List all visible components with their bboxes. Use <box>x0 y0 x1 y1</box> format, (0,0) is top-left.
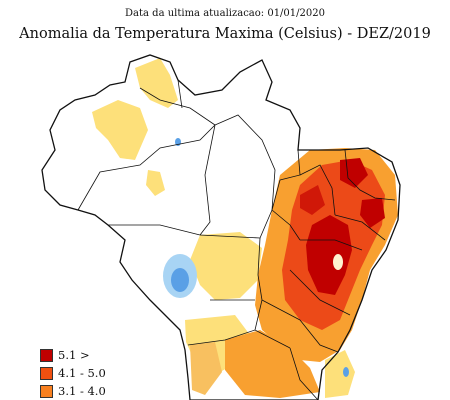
legend-swatch <box>40 366 53 380</box>
anomaly-zone-blue-se <box>343 367 349 377</box>
anomaly-zone-amazonas <box>92 100 148 160</box>
anomaly-zone-mt-yellow <box>190 232 262 300</box>
legend-swatch <box>40 384 53 398</box>
legend-label: 3.1 - 4.0 <box>58 384 106 398</box>
country-outline <box>41 54 401 400</box>
state-borders <box>77 79 396 400</box>
legend-item-3-to-4: 3.1 - 4.0 <box>40 382 106 400</box>
legend-item-over-5: 5.1 > <box>40 346 106 364</box>
anomaly-zone-dark-red-core <box>306 215 352 295</box>
legend: 5.1 > 4.1 - 5.0 3.1 - 4.0 <box>40 346 106 400</box>
anomaly-zone-northeast-lighter <box>225 330 320 398</box>
legend-label: 5.1 > <box>58 348 90 362</box>
map-title: Anomalia da Temperatura Maxima (Celsius)… <box>19 26 431 42</box>
legend-label: 4.1 - 5.0 <box>58 366 106 380</box>
anomaly-zone-southeast-light <box>325 350 355 398</box>
anomaly-zone-north <box>135 58 178 108</box>
anomaly-zone-south-yellow <box>190 342 222 395</box>
legend-swatch <box>40 348 53 362</box>
anomaly-fill-layer <box>92 58 398 398</box>
anomaly-zone-dark-red-east <box>360 198 385 228</box>
anomaly-zone-dark-red-mid <box>300 185 325 215</box>
update-date-subtitle: Data da ultima atualizacao: 01/01/2020 <box>125 8 325 19</box>
anomaly-zone-center-west-yellow <box>146 170 165 196</box>
legend-item-4-to-5: 4.1 - 5.0 <box>40 364 106 382</box>
anomaly-zone-white-spot <box>333 254 343 270</box>
anomaly-zone-blue-dark <box>171 268 189 292</box>
